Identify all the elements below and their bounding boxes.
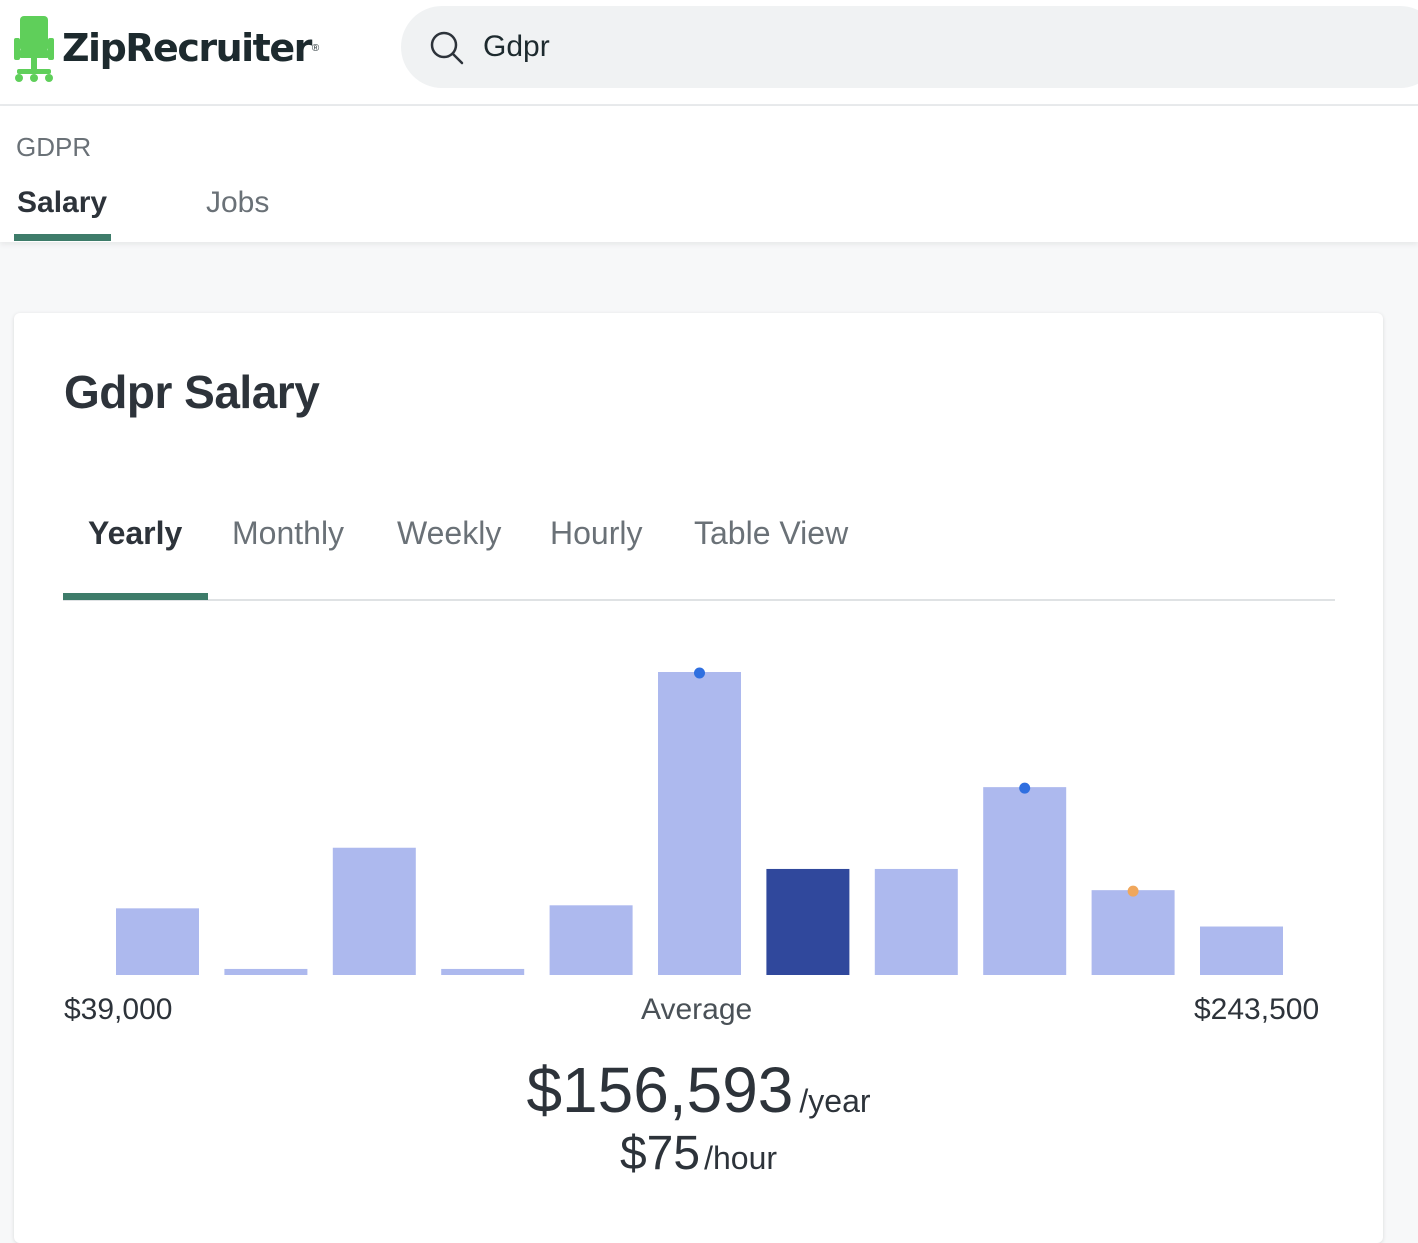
salary-histogram (116, 667, 1283, 975)
max-salary-label: $243,500 (1194, 993, 1320, 1026)
tab-monthly[interactable]: Monthly (232, 515, 345, 551)
search-icon[interactable] (429, 30, 465, 71)
histogram-bar[interactable] (116, 908, 199, 975)
histogram-bar[interactable] (1091, 890, 1175, 975)
page-title: Gdpr Salary (64, 366, 320, 418)
min-salary-label: $39,000 (64, 993, 173, 1026)
top-bar: ZipRecruiter ® (0, 0, 1418, 106)
salary-card: Gdpr Salary Yearly Monthly Weekly Hourly… (14, 313, 1383, 1243)
histogram-bar[interactable] (874, 868, 958, 975)
hourly-salary: $75/hour (14, 1126, 1383, 1181)
histogram-bar[interactable] (549, 905, 633, 975)
active-tab-indicator (14, 234, 111, 241)
logo-text: ZipRecruiter (62, 26, 312, 70)
tab-salary[interactable]: Salary (17, 186, 108, 219)
histogram-bar[interactable] (224, 968, 308, 975)
histogram-bar[interactable] (332, 847, 416, 975)
histogram-bar[interactable] (441, 968, 525, 975)
chart-marker-blue[interactable] (1019, 782, 1031, 794)
average-salary-unit: /year (799, 1083, 871, 1119)
chart-marker-blue[interactable] (694, 667, 705, 679)
average-label: Average (641, 993, 753, 1026)
ziprecruiter-logo[interactable]: ZipRecruiter ® (12, 12, 319, 84)
chair-icon (12, 12, 56, 84)
tab-table-view[interactable]: Table View (694, 515, 849, 551)
breadcrumb: GDPR (16, 132, 92, 162)
tab-weekly[interactable]: Weekly (397, 515, 502, 551)
average-salary-value: $156,593 (526, 1054, 794, 1126)
tab-hourly[interactable]: Hourly (550, 515, 643, 551)
search-bar[interactable] (401, 6, 1418, 88)
histogram-bar[interactable] (983, 787, 1067, 975)
hourly-salary-unit: /hour (704, 1140, 778, 1176)
histogram-bar-average[interactable] (766, 868, 850, 975)
tab-jobs[interactable]: Jobs (206, 186, 270, 219)
tabs-divider (63, 599, 1335, 601)
search-input[interactable] (483, 6, 1283, 88)
sub-navigation: GDPR Salary Jobs (0, 106, 1418, 242)
registered-mark: ® (311, 42, 320, 54)
histogram-bar[interactable] (1200, 926, 1283, 975)
histogram-bar[interactable] (658, 672, 741, 975)
tab-yearly[interactable]: Yearly (88, 515, 183, 551)
average-salary: $156,593/year (14, 1053, 1383, 1127)
active-period-indicator (63, 593, 208, 600)
chart-marker-orange[interactable] (1127, 885, 1139, 897)
hourly-salary-value: $75 (619, 1127, 701, 1180)
